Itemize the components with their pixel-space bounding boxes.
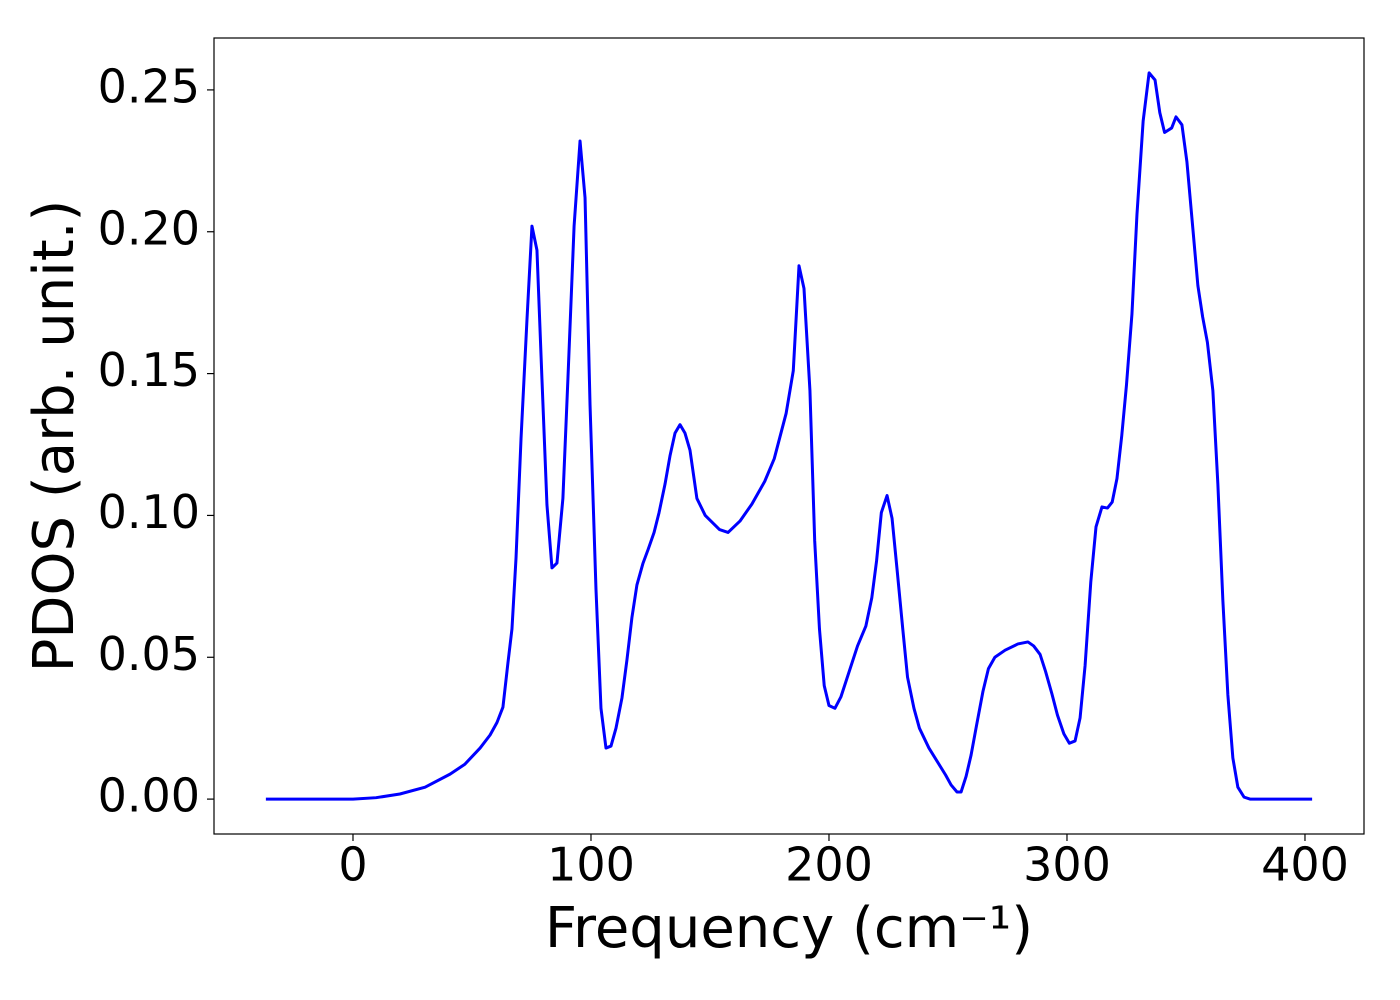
- y-tick-label: 0.25: [98, 59, 200, 113]
- y-axis-label: PDOS (arb. unit.): [22, 200, 87, 673]
- y-tick-label: 0.20: [98, 201, 200, 255]
- data-line: [265, 71, 1313, 801]
- plot-frame: [213, 37, 1365, 835]
- y-tick-label: 0.15: [98, 343, 200, 397]
- y-tick-label: 0.05: [98, 627, 200, 681]
- y-tick-label: 0.10: [98, 485, 200, 539]
- y-tick-label: 0.00: [98, 769, 200, 823]
- x-axis-label: Frequency (cm⁻¹): [545, 896, 1033, 961]
- x-tick-label: 200: [785, 838, 873, 892]
- x-tick-label: 300: [1023, 838, 1111, 892]
- x-tick-label: 0: [338, 838, 367, 892]
- x-tick-label: 100: [547, 838, 635, 892]
- x-tick-label: 400: [1261, 838, 1349, 892]
